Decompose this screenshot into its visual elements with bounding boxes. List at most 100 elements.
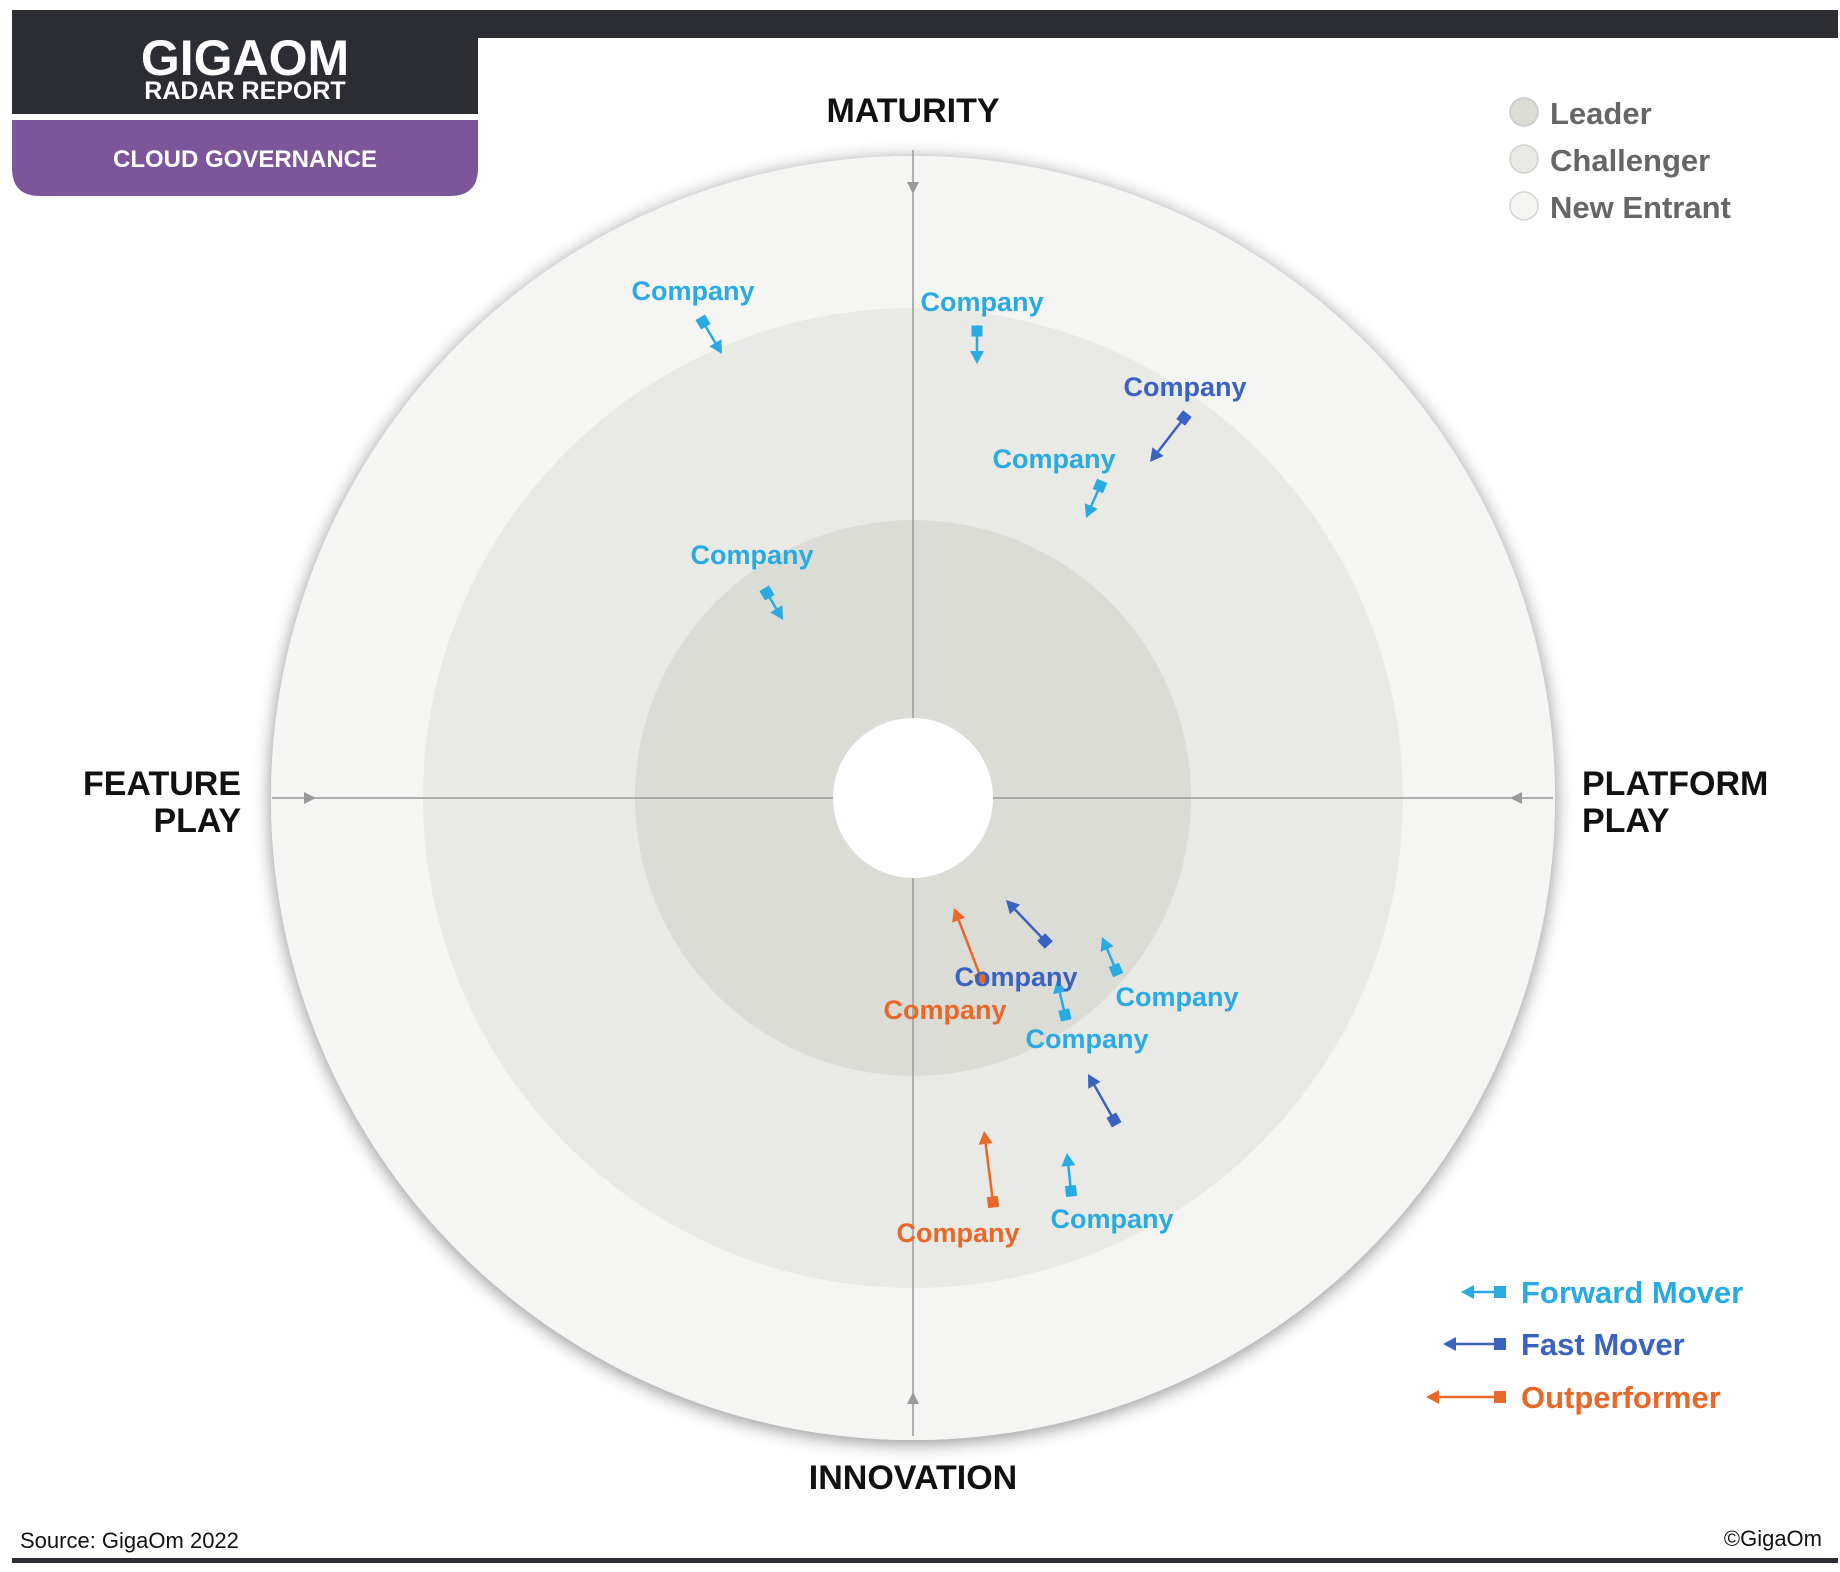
company-base-marker <box>986 1195 1000 1209</box>
header-logo-block <box>12 10 478 114</box>
brand-subtitle: RADAR REPORT <box>144 77 345 105</box>
company-arrowhead-icon <box>1088 1074 1101 1089</box>
legend-label-fast-mover: Fast Mover <box>1521 1327 1685 1362</box>
company-arrow-line <box>957 919 983 979</box>
company-arrowhead-icon <box>1053 980 1067 995</box>
forward-mover-arrowhead-icon <box>1461 1285 1474 1299</box>
axis-label-top: MATURITY <box>826 92 999 130</box>
company-label: Company <box>920 287 1043 317</box>
company-label: Company <box>631 276 754 306</box>
company-arrow-line <box>1014 908 1046 942</box>
company-arrowhead-icon <box>709 339 722 354</box>
ring-center <box>833 718 993 878</box>
legend-item-forward-mover: Forward Mover <box>1461 1275 1743 1310</box>
legend-item-fast-mover: Fast Mover <box>1443 1327 1685 1362</box>
axis-arrow-left <box>304 792 316 804</box>
forward-mover-base-icon <box>1494 1286 1506 1298</box>
company-base-marker <box>1092 478 1108 494</box>
company-label: Company <box>992 444 1115 474</box>
legend-label-forward-mover: Forward Mover <box>1521 1275 1743 1310</box>
company-marker: Company <box>1100 937 1239 1012</box>
footer-copyright: ©GigaOm <box>1724 1526 1822 1551</box>
company-arrowhead-icon <box>1061 1153 1076 1167</box>
company-base-marker <box>1176 410 1192 426</box>
leader-swatch-icon <box>1509 97 1539 127</box>
company-base-marker <box>973 970 989 986</box>
fast-mover-arrowhead-icon <box>1443 1337 1456 1351</box>
legend-item-challenger: Challenger <box>1509 143 1710 178</box>
company-marker: Company <box>1025 980 1149 1054</box>
company-base-marker <box>1106 1112 1122 1128</box>
company-base-marker <box>1058 1008 1072 1022</box>
axis-arrow-top <box>907 182 919 194</box>
radar-rings <box>271 156 1555 1440</box>
company-label: Company <box>883 995 1006 1025</box>
legend-label-outperformer: Outperformer <box>1521 1380 1721 1415</box>
company-marker: Company <box>690 540 814 620</box>
company-base-marker <box>1064 1184 1078 1198</box>
new-entrant-swatch-icon <box>1509 191 1539 221</box>
challenger-swatch-icon <box>1509 144 1539 174</box>
report-topic: CLOUD GOVERNANCE <box>113 146 377 173</box>
company-arrowhead-icon <box>1150 447 1164 462</box>
company-marker: Company <box>1123 372 1247 462</box>
company-label: Company <box>1115 982 1238 1012</box>
company-marker: Company <box>1050 1153 1174 1234</box>
company-marker: Company <box>992 444 1116 518</box>
outperformer-arrowhead-icon <box>1426 1390 1439 1404</box>
mover-legend: Forward Mover Fast Mover Outperformer <box>1426 1275 1743 1415</box>
company-label: Company <box>896 1218 1019 1248</box>
company-base-marker <box>759 585 775 601</box>
axis-arrow-bottom <box>907 1392 919 1404</box>
footer: Source: GigaOm 2022 ©GigaOm <box>20 1526 1822 1553</box>
company-label: Company <box>690 540 813 570</box>
company-base-marker <box>971 325 983 337</box>
company-marker: Company <box>883 908 1007 1025</box>
company-arrow-line <box>984 1143 995 1203</box>
company-arrowhead-icon <box>952 908 966 923</box>
company-marker: Company <box>954 900 1078 992</box>
axis-label-right-2: PLAY <box>1582 802 1670 840</box>
legend-item-new-entrant: New Entrant <box>1509 190 1731 225</box>
legend-item-leader: Leader <box>1509 96 1652 131</box>
company-marker: Company <box>896 1131 1020 1248</box>
company-label: Company <box>1050 1204 1173 1234</box>
company-marker <box>1088 1074 1122 1128</box>
fast-mover-base-icon <box>1494 1338 1506 1350</box>
axis-labels: MATURITY INNOVATION FEATURE PLAY PLATFOR… <box>83 92 1768 1497</box>
company-arrowhead-icon <box>1006 900 1021 915</box>
header-topic-block <box>12 120 478 196</box>
footer-source: Source: GigaOm 2022 <box>20 1528 239 1553</box>
company-arrow-line <box>1156 417 1185 453</box>
company-arrowhead-icon <box>1084 503 1098 518</box>
company-arrowhead-icon <box>1100 937 1114 952</box>
company-arrowhead-icon <box>978 1131 993 1145</box>
outperformer-base-icon <box>1494 1391 1506 1403</box>
axis-arrow-right <box>1510 792 1522 804</box>
company-markers: Company CompanyCompanyCompanyCompanyCompa… <box>631 276 1246 1248</box>
axis-label-bottom: INNOVATION <box>809 1459 1017 1497</box>
ring-legend: Leader Challenger New Entrant <box>1509 96 1731 225</box>
bottom-rule <box>12 1558 1838 1563</box>
axis-label-right-1: PLATFORM <box>1582 765 1768 803</box>
company-base-marker <box>695 314 711 330</box>
report-header: GIGAOM RADAR REPORT CLOUD GOVERNANCE <box>12 10 478 196</box>
company-marker: Company <box>920 287 1044 364</box>
legend-label-leader: Leader <box>1550 96 1652 131</box>
company-label: Company <box>954 962 1077 992</box>
company-arrowhead-icon <box>770 605 783 620</box>
company-marker: Company <box>631 276 755 354</box>
axis-lines <box>272 150 1553 1436</box>
brand-title: GIGAOM <box>141 30 349 86</box>
company-label: Company <box>1025 1024 1148 1054</box>
axis-label-left-2: PLAY <box>153 802 241 840</box>
company-arrow-line <box>1093 1084 1116 1121</box>
axis-label-left-1: FEATURE <box>83 765 241 803</box>
company-base-marker <box>1108 962 1124 978</box>
company-arrowhead-icon <box>970 351 984 364</box>
legend-label-new-entrant: New Entrant <box>1550 190 1731 225</box>
company-label: Company <box>1123 372 1246 402</box>
legend-label-challenger: Challenger <box>1550 143 1710 178</box>
company-base-marker <box>1037 933 1053 949</box>
